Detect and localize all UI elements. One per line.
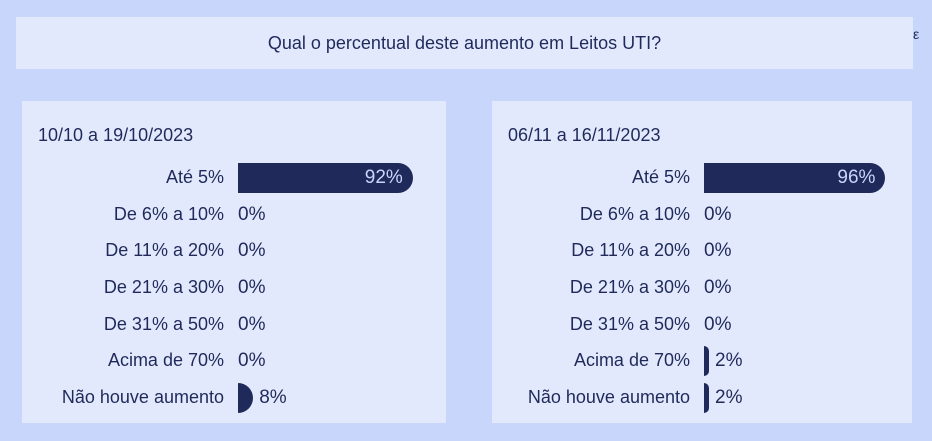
category-label-col: Acima de 70% — [492, 344, 690, 381]
bar-rows: Até 5% 96% De 6% a 10% 0% De 11% a 20% 0% De 2… — [492, 161, 912, 418]
category-label-col: De 11% a 20% — [492, 234, 690, 271]
bar-area: 96% — [704, 161, 932, 198]
category-label: De 21% a 30% — [103, 277, 224, 298]
bar — [704, 346, 709, 377]
bar-area: 0% — [238, 271, 468, 308]
bar-area: 2% — [704, 344, 932, 381]
bar-rows: Até 5% 92% De 6% a 10% 0% De 11% a 20% 0% De 2… — [22, 161, 446, 418]
value-label: 96% — [837, 167, 876, 188]
category-label-col: Não houve aumento — [22, 381, 224, 418]
category-label-col: Até 5% — [492, 161, 690, 198]
bar-area: 2% — [704, 381, 932, 418]
category-label: De 11% a 20% — [571, 240, 690, 261]
chart-panel-left: 10/10 a 19/10/2023 Até 5% 92% De 6% a 10% 0… — [22, 101, 446, 423]
chart-title: 10/10 a 19/10/2023 — [38, 125, 194, 145]
category-label-col: Acima de 70% — [22, 344, 224, 381]
bar-row: De 6% a 10% 0% — [492, 198, 912, 235]
bar-row: De 31% a 50% 0% — [492, 308, 912, 345]
bar-area: 8% — [238, 381, 468, 418]
category-label: De 21% a 30% — [569, 277, 690, 298]
value-label: 0% — [704, 240, 732, 262]
bar — [704, 383, 709, 414]
category-label: De 6% a 10% — [579, 203, 690, 224]
category-label: Até 5% — [165, 167, 224, 187]
chart-title: 06/11 a 16/11/2023 — [508, 125, 661, 145]
bar-area: 0% — [238, 234, 468, 271]
value-label: 0% — [238, 350, 266, 372]
bar-row: De 21% a 30% 0% — [22, 271, 446, 308]
category-label: De 11% a 20% — [105, 240, 224, 261]
value-label: 0% — [704, 277, 732, 299]
bar-area: 0% — [238, 198, 468, 235]
category-label: Não houve aumento — [61, 387, 224, 408]
category-label: Até 5% — [631, 167, 690, 187]
bar-row: De 6% a 10% 0% — [22, 198, 446, 235]
category-label: Acima de 70% — [107, 350, 224, 371]
category-label-col: Não houve aumento — [492, 381, 690, 418]
category-label-col: De 6% a 10% — [22, 198, 224, 235]
value-label: 0% — [238, 240, 266, 262]
value-label: 2% — [715, 387, 743, 409]
category-label-col: De 6% a 10% — [492, 198, 690, 235]
bar — [704, 163, 886, 193]
bar-row: Até 5% 96% — [492, 161, 912, 198]
value-label: 8% — [259, 387, 287, 409]
category-label: Acima de 70% — [573, 350, 690, 371]
bar-area: 0% — [238, 308, 468, 345]
value-label: 0% — [238, 277, 266, 299]
category-label: De 31% a 50% — [103, 313, 224, 334]
value-label: 92% — [364, 167, 403, 188]
value-label: 2% — [715, 350, 743, 372]
bar-area: 0% — [704, 234, 932, 271]
category-label-col: De 11% a 20% — [22, 234, 224, 271]
bar-row: Não houve aumento 8% — [22, 381, 446, 418]
value-label: 0% — [704, 203, 732, 225]
value-label: 0% — [238, 313, 266, 335]
value-label: 0% — [238, 203, 266, 225]
bar-row: De 31% a 50% 0% — [22, 308, 446, 345]
category-label-col: De 31% a 50% — [22, 308, 224, 345]
bar-area: 0% — [238, 344, 468, 381]
bar-row: Acima de 70% 0% — [22, 344, 446, 381]
bar-row: Até 5% 92% — [22, 161, 446, 198]
category-label-col: De 21% a 30% — [22, 271, 224, 308]
chart-panel-right: 06/11 a 16/11/2023 Até 5% 96% De 6% a 10% 0… — [492, 101, 912, 423]
category-label-col: Até 5% — [22, 161, 224, 198]
question-text: Qual o percentual deste aumento em Leito… — [267, 32, 662, 53]
bar-area: 0% — [704, 308, 932, 345]
category-label-col: De 21% a 30% — [492, 271, 690, 308]
category-label: Não houve aumento — [527, 387, 690, 408]
corner-glyph: ε — [913, 26, 920, 42]
bar-area: 0% — [704, 271, 932, 308]
value-label: 0% — [704, 313, 732, 335]
category-label-col: De 31% a 50% — [492, 308, 690, 345]
bar — [238, 163, 413, 193]
bar-area: 92% — [238, 161, 468, 198]
bar-row: Acima de 70% 2% — [492, 344, 912, 381]
bar-row: De 11% a 20% 0% — [22, 234, 446, 271]
bar-row: Não houve aumento 2% — [492, 381, 912, 418]
category-label: De 31% a 50% — [569, 313, 690, 334]
category-label: De 6% a 10% — [113, 203, 224, 224]
bar — [238, 383, 254, 414]
question-header: Qual o percentual deste aumento em Leito… — [16, 17, 913, 69]
bar-row: De 21% a 30% 0% — [492, 271, 912, 308]
bar-area: 0% — [704, 198, 932, 235]
bar-row: De 11% a 20% 0% — [492, 234, 912, 271]
